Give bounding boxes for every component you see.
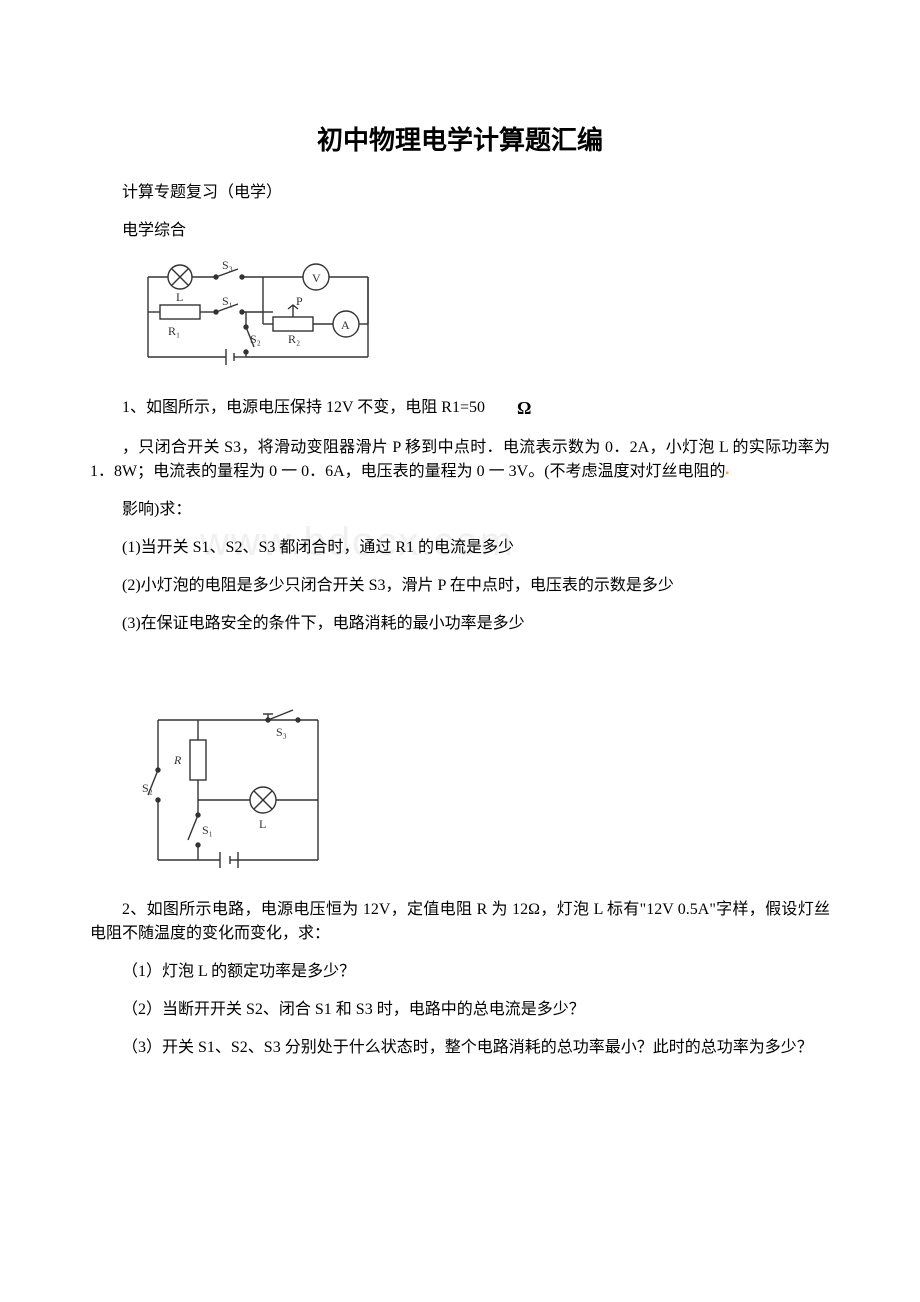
label-r1: R₁ [168,324,180,338]
label-a: A [341,318,350,332]
d2-label-s2: S₂ [142,781,153,795]
q2-sub2: （2）当断开开关 S2、闭合 S1 和 S3 时，电路中的总电流是多少？ [90,998,830,1022]
label-s2: S₂ [250,332,261,346]
label-r2: R₂ [288,332,300,346]
d2-label-l: L [259,817,266,831]
label-l: L [176,290,183,304]
q2-sub1: （1）灯泡 L 的额定功率是多少？ [90,960,830,984]
label-p: P [296,294,303,308]
omega-symbol: Ω [485,395,531,422]
d2-label-s1: S₁ [202,823,213,837]
q1-sub3: (3)在保证电路安全的条件下，电路消耗的最小功率是多少 [90,612,830,636]
q1-lead-line: 1、如图所示，电源电压保持 12V 不变，电阻 R1=50Ω [90,395,830,422]
q1-sub1: (1)当开关 S1、S2、S3 都闭合时，通过 R1 的电流是多少 [90,536,830,560]
label-v: V [312,271,321,285]
circuit-diagram-1: S₃ V S₁ [138,257,830,377]
subtitle-section: 电学综合 [90,219,830,243]
orange-dot-icon: ▪ [726,468,730,479]
d2-label-s3: S₃ [276,725,287,739]
circuit-diagram-2: S₂ S₃ R [138,700,830,880]
subtitle-review: 计算专题复习（电学） [90,181,830,205]
q2-lead: 2、如图所示电路，电源电压恒为 12V，定值电阻 R 为 12Ω，灯泡 L 标有… [90,898,830,946]
q1-body-text: ，只闭合开关 S3，将滑动变阻器滑片 P 移到中点时．电流表示数为 0．2A，小… [90,439,830,480]
label-s3: S₃ [222,258,233,272]
label-s1: S₁ [222,294,233,308]
d2-label-r: R [173,753,182,767]
q1-lead: 1、如图所示，电源电压保持 12V 不变，电阻 R1=50 [122,399,485,416]
page-title: 初中物理电学计算题汇编 [90,120,830,157]
q1-sub2: (2)小灯泡的电阻是多少只闭合开关 S3，滑片 P 在中点时，电压表的示数是多少 [90,574,830,598]
q1-body2: 影响)求： [90,498,830,522]
q1-body: ，只闭合开关 S3，将滑动变阻器滑片 P 移到中点时．电流表示数为 0．2A，小… [90,436,830,484]
q2-sub3: （3）开关 S1、S2、S3 分别处于什么状态时，整个电路消耗的总功率最小？此时… [90,1036,830,1060]
